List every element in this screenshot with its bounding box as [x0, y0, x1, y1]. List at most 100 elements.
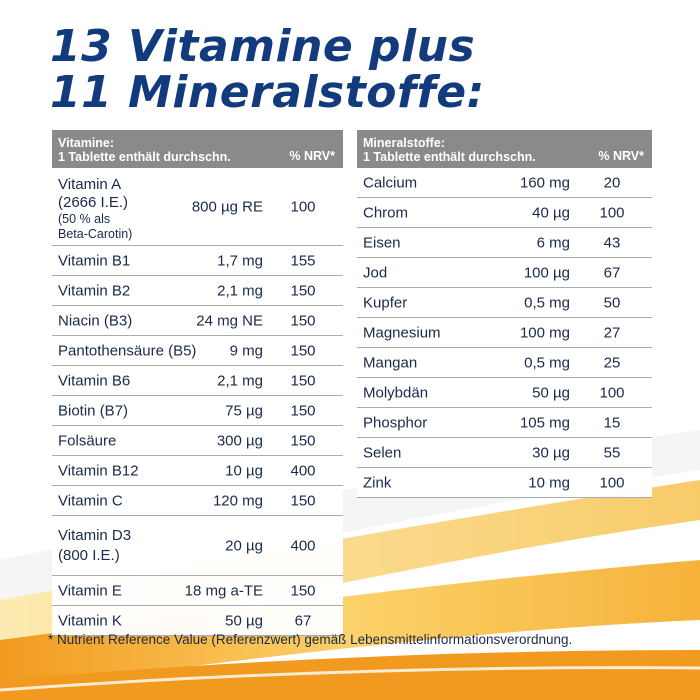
- nutrient-amount: 6 mg: [536, 234, 570, 251]
- nutrient-nrv: 100: [599, 204, 625, 221]
- nutrient-nrv: 27: [603, 324, 621, 341]
- table-row: Calcium 160 mg 20: [357, 168, 652, 198]
- nutrient-amount: 24 mg NE: [196, 312, 263, 329]
- vitamins-table-header: Vitamine: 1 Tablette enthält durchschn. …: [52, 130, 343, 168]
- nutrient-amount: 2,1 mg: [217, 372, 263, 389]
- table-row: Jod 100 µg 67: [357, 258, 652, 288]
- nutrient-amount: 105 mg: [519, 414, 570, 431]
- nutrient-amount: 30 µg: [532, 444, 570, 461]
- nutrient-name: Magnesium: [363, 324, 441, 341]
- nutrient-name: Biotin (B7): [58, 402, 129, 419]
- table-row: Vitamin B6 2,1 mg 150: [52, 366, 343, 396]
- table-row: Vitamin E 18 mg a-TE 150: [52, 576, 343, 606]
- table-row: Pantothensäure (B5) 9 mg 150: [52, 336, 343, 366]
- nutrient-nrv: 100: [599, 384, 625, 401]
- vitamins-table: Vitamine: 1 Tablette enthält durchschn. …: [52, 130, 343, 636]
- nutrient-nrv: 43: [603, 234, 621, 251]
- nutrient-nrv: 150: [290, 342, 316, 359]
- nutrient-name: Vitamin B12: [58, 462, 139, 479]
- nutrient-name: Calcium: [363, 174, 418, 191]
- nutrient-amount: 50 µg: [225, 612, 263, 629]
- table-row: Chrom 40 µg 100: [357, 198, 652, 228]
- nutrient-name: Phosphor: [363, 414, 428, 431]
- nutrient-nrv: 400: [290, 462, 316, 479]
- nutrient-name: Vitamin K: [58, 612, 122, 629]
- minerals-table-header: Mineralstoffe: 1 Tablette enthält durchs…: [357, 130, 652, 168]
- minerals-header-nrv: % NRV*: [598, 149, 644, 163]
- nutrient-amount: 0,5 mg: [524, 294, 570, 311]
- table-row: Folsäure 300 µg 150: [52, 426, 343, 456]
- nutrient-amount: 300 µg: [216, 432, 263, 449]
- nutrient-amount: 2,1 mg: [217, 282, 263, 299]
- table-row: Molybdän 50 µg 100: [357, 378, 652, 408]
- table-row: Biotin (B7) 75 µg 150: [52, 396, 343, 426]
- table-row: Selen 30 µg 55: [357, 438, 652, 468]
- nutrient-name: Eisen: [363, 234, 401, 251]
- minerals-header-title: Mineralstoffe:: [363, 136, 445, 150]
- table-row: Vitamin B2 2,1 mg 150: [52, 276, 343, 306]
- nutrient-nrv: 150: [290, 282, 316, 299]
- nutrient-nrv: 20: [603, 174, 621, 191]
- nutrient-amount: 160 mg: [519, 174, 570, 191]
- nutrient-nrv: 150: [290, 402, 316, 419]
- nutrient-nrv: 55: [603, 444, 621, 461]
- nutrient-name: Chrom: [363, 204, 409, 221]
- nutrient-amount: 9 mg: [229, 342, 263, 359]
- nutrient-amount: 100 µg: [523, 264, 570, 281]
- vitamins-header-subtitle: 1 Tablette enthält durchschn.: [58, 150, 231, 164]
- nutrient-amount: 18 mg a-TE: [184, 582, 263, 599]
- nutrient-nrv: 150: [290, 582, 316, 599]
- nutrient-amount: 1,7 mg: [217, 252, 263, 269]
- nutrient-name: Vitamin C: [58, 492, 123, 509]
- nutrient-nrv: 67: [294, 612, 312, 629]
- nutrient-nrv: 150: [290, 372, 316, 389]
- nutrient-amount: 75 µg: [225, 402, 263, 419]
- nutrient-name: Vitamin A (2666 I.E.) (50 % als Beta-Car…: [58, 176, 133, 241]
- footnote: * Nutrient Reference Value (Referenzwert…: [48, 632, 573, 647]
- minerals-table: Mineralstoffe: 1 Tablette enthält durchs…: [357, 130, 652, 498]
- nutrient-nrv: 50: [603, 294, 621, 311]
- headline-line-2: 11 Mineralstoffe:: [50, 67, 485, 118]
- nutrient-name: Selen: [363, 444, 402, 461]
- nutrient-amount: 50 µg: [532, 384, 570, 401]
- nutrient-amount: 10 µg: [225, 462, 263, 479]
- nutrient-name: Niacin (B3): [58, 312, 133, 329]
- nutrient-nrv: 15: [603, 414, 621, 431]
- table-row: Vitamin A (2666 I.E.) (50 % als Beta-Car…: [52, 168, 343, 246]
- nutrient-name: Vitamin D3 (800 I.E.): [58, 526, 132, 564]
- table-row: Zink 10 mg 100: [357, 468, 652, 498]
- table-row: Eisen 6 mg 43: [357, 228, 652, 258]
- nutrient-amount: 20 µg: [225, 537, 263, 554]
- nutrient-amount: 10 mg: [528, 474, 570, 491]
- table-row: Niacin (B3) 24 mg NE 150: [52, 306, 343, 336]
- nutrient-name: Kupfer: [363, 294, 408, 311]
- nutrient-name: Vitamin B1: [58, 252, 131, 269]
- table-row: Vitamin B1 1,7 mg 155: [52, 246, 343, 276]
- headline: 13 Vitamine plus 11 Mineralstoffe:: [50, 24, 485, 116]
- table-row: Phosphor 105 mg 15: [357, 408, 652, 438]
- table-row: Magnesium 100 mg 27: [357, 318, 652, 348]
- table-row: Vitamin K 50 µg 67: [52, 606, 343, 636]
- nutrient-amount: 100 mg: [519, 324, 570, 341]
- nutrient-name: Vitamin B2: [58, 282, 131, 299]
- nutrient-name: Jod: [363, 264, 388, 281]
- nutrient-nrv: 400: [290, 537, 316, 554]
- nutrient-amount: 800 µg RE: [191, 198, 263, 215]
- nutrient-nrv: 150: [290, 492, 316, 509]
- vitamins-header-title: Vitamine:: [58, 136, 115, 150]
- nutrient-nrv: 100: [290, 198, 316, 215]
- nutrient-amount: 40 µg: [532, 204, 570, 221]
- headline-line-1: 13 Vitamine plus: [50, 21, 476, 72]
- table-row: Mangan 0,5 mg 25: [357, 348, 652, 378]
- nutrient-nrv: 150: [290, 432, 316, 449]
- nutrient-name: Mangan: [363, 354, 418, 371]
- nutrient-nrv: 25: [603, 354, 621, 371]
- nutrient-name: Zink: [363, 474, 392, 491]
- table-row: Kupfer 0,5 mg 50: [357, 288, 652, 318]
- nutrient-nrv: 150: [290, 312, 316, 329]
- nutrient-name: Vitamin B6: [58, 372, 131, 389]
- nutrient-nrv: 67: [603, 264, 621, 281]
- nutrient-amount: 0,5 mg: [524, 354, 570, 371]
- nutrient-name: Folsäure: [58, 432, 117, 449]
- table-row: Vitamin D3 (800 I.E.) 20 µg 400: [52, 516, 343, 576]
